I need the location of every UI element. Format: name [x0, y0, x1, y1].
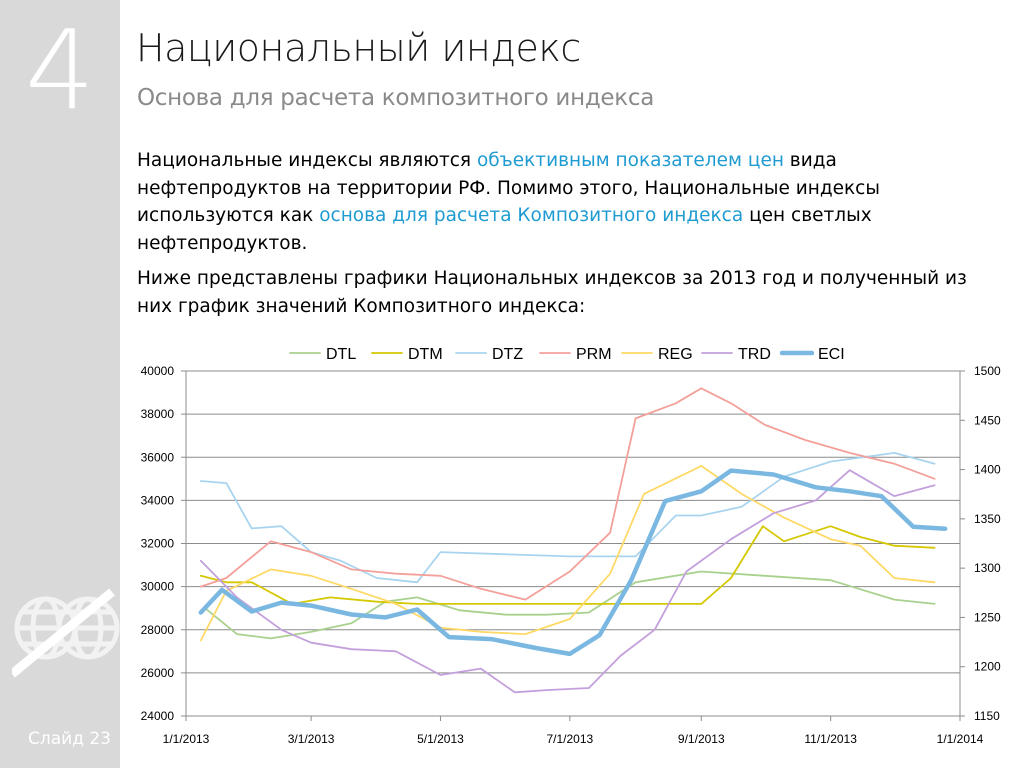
series-line-dtl — [204, 570, 936, 640]
x-tick-label: 1/1/2013 — [163, 732, 210, 746]
legend-label: DTM — [408, 346, 443, 363]
y-left-tick-label: 40000 — [141, 364, 175, 378]
y-right-tick-label: 1400 — [974, 463, 1001, 477]
x-tick-label: 1/1/2014 — [937, 732, 984, 746]
chart-intro-paragraph: Ниже представлены графики Национальных и… — [137, 268, 967, 317]
legend-label: DTZ — [492, 346, 523, 363]
y-left-tick-label: 30000 — [141, 580, 175, 594]
y-right-tick-label: 1350 — [974, 512, 1001, 526]
y-left-tick-label: 26000 — [141, 666, 175, 680]
legend-label: ECI — [818, 346, 845, 363]
y-right-tick-label: 1300 — [974, 561, 1001, 575]
y-right-tick-label: 1200 — [974, 660, 1001, 674]
line-chart: 24000 26000 28000 30000 32000 34000 36000 38000… — [141, 346, 1001, 746]
y-left-tick-label: 38000 — [141, 407, 175, 421]
text-run: цен светлых нефтепродуктов. — [137, 205, 872, 254]
series-line-trd — [199, 469, 936, 694]
y-left-tick-label: 32000 — [141, 537, 175, 551]
series-line-dtz — [199, 452, 936, 584]
legend-label: DTL — [326, 346, 356, 363]
legend-label: PRM — [576, 346, 612, 363]
series-line-prm — [199, 387, 936, 601]
slide-number: 4 — [25, 6, 95, 134]
series-line-dtm — [199, 525, 936, 605]
series-line-reg — [199, 464, 936, 642]
legend-label: TRD — [738, 346, 771, 363]
highlight-text: объективным показателем цен — [476, 150, 784, 171]
y-right-tick-label: 1150 — [974, 709, 1000, 723]
x-tick-label: 7/1/2013 — [546, 732, 593, 746]
slide-label: Слайд 23 — [28, 729, 111, 749]
text-run: вида нефтепродуктов на территории РФ. По… — [137, 150, 880, 226]
x-tick-label: 5/1/2013 — [417, 732, 464, 746]
y-left-tick-label: 24000 — [141, 709, 175, 723]
y-left-tick-label: 28000 — [141, 623, 175, 637]
legend-label: REG — [658, 346, 693, 363]
sidebar: 4 Слайд 23 — [0, 0, 120, 768]
y-right-tick-label: 1250 — [974, 610, 1001, 624]
x-tick-label: 3/1/2013 — [288, 732, 335, 746]
intro-paragraph: Национальные индексы являются объективны… — [137, 147, 1007, 257]
y-right-tick-label: 1450 — [974, 413, 1001, 427]
highlight-text: основа для расчета Композитного индекса — [319, 205, 744, 226]
page-title: Национальный индекс — [136, 26, 581, 70]
y-right-tick-label: 1500 — [974, 364, 1001, 378]
x-tick-label: 11/1/2013 — [804, 732, 857, 746]
x-tick-label: 9/1/2013 — [678, 732, 725, 746]
series-line-eci — [198, 468, 948, 657]
text-run: Национальные индексы являются — [137, 150, 477, 171]
y-left-tick-label: 34000 — [141, 493, 175, 507]
page-subtitle: Основа для расчета композитного индекса — [137, 85, 654, 111]
y-left-tick-label: 36000 — [141, 450, 175, 464]
globe-logo-icon — [12, 588, 120, 678]
